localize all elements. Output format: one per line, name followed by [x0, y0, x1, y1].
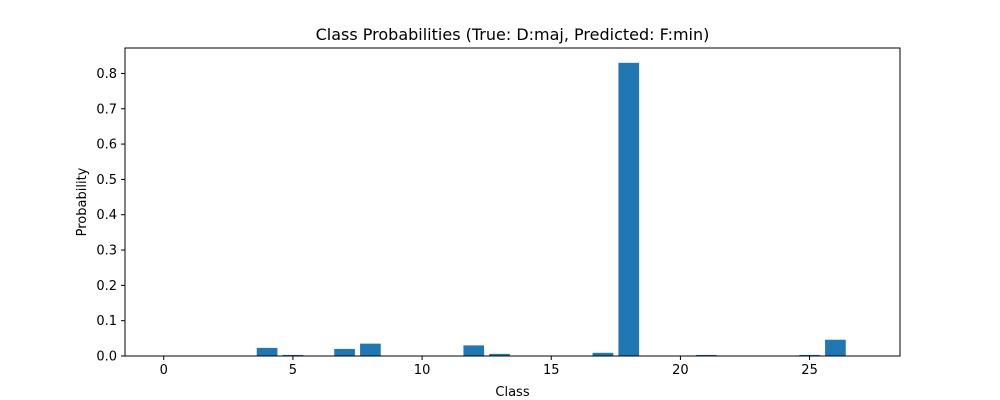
x-tick-label: 10	[414, 363, 431, 378]
bar-class-17	[592, 352, 614, 356]
bar-class-7	[334, 348, 355, 356]
y-tick-label: 0.7	[96, 102, 117, 117]
y-axis-ticks: 0.0 0.1 0.2 0.3 0.4 0.5 0.6 0.7 0.8	[96, 67, 125, 365]
y-tick-label: 0.3	[96, 244, 117, 259]
y-tick-label: 0.8	[96, 67, 117, 82]
x-tick-label: 5	[289, 363, 297, 378]
bars-group	[256, 62, 846, 356]
bar-class-5	[282, 354, 304, 356]
bar-class-18	[618, 62, 640, 356]
bar-class-4	[256, 347, 278, 356]
y-tick-label: 0.6	[96, 138, 117, 153]
x-tick-label: 20	[672, 363, 689, 378]
y-tick-label: 0.4	[96, 208, 117, 223]
x-tick-label: 0	[160, 363, 168, 378]
y-tick-label: 0.5	[96, 173, 117, 188]
bar-class-21	[695, 354, 717, 356]
plot-frame	[124, 47, 901, 357]
bar-class-8	[360, 343, 381, 356]
chart-title: Class Probabilities (True: D:maj, Predic…	[316, 25, 710, 44]
bar-class-13	[489, 353, 510, 356]
y-tick-label: 0.1	[96, 314, 117, 329]
x-axis-ticks: 0 5 10 15 20 25	[160, 356, 818, 378]
bar-class-26	[825, 339, 846, 356]
y-axis-label: Probability	[75, 167, 90, 236]
x-axis-label: Class	[495, 385, 529, 400]
x-tick-label: 15	[543, 363, 560, 378]
y-tick-label: 0.2	[96, 279, 117, 294]
bar-class-12	[463, 345, 485, 356]
y-tick-label: 0.0	[96, 350, 117, 365]
x-tick-label: 25	[801, 363, 818, 378]
bar-class-25	[799, 354, 820, 356]
